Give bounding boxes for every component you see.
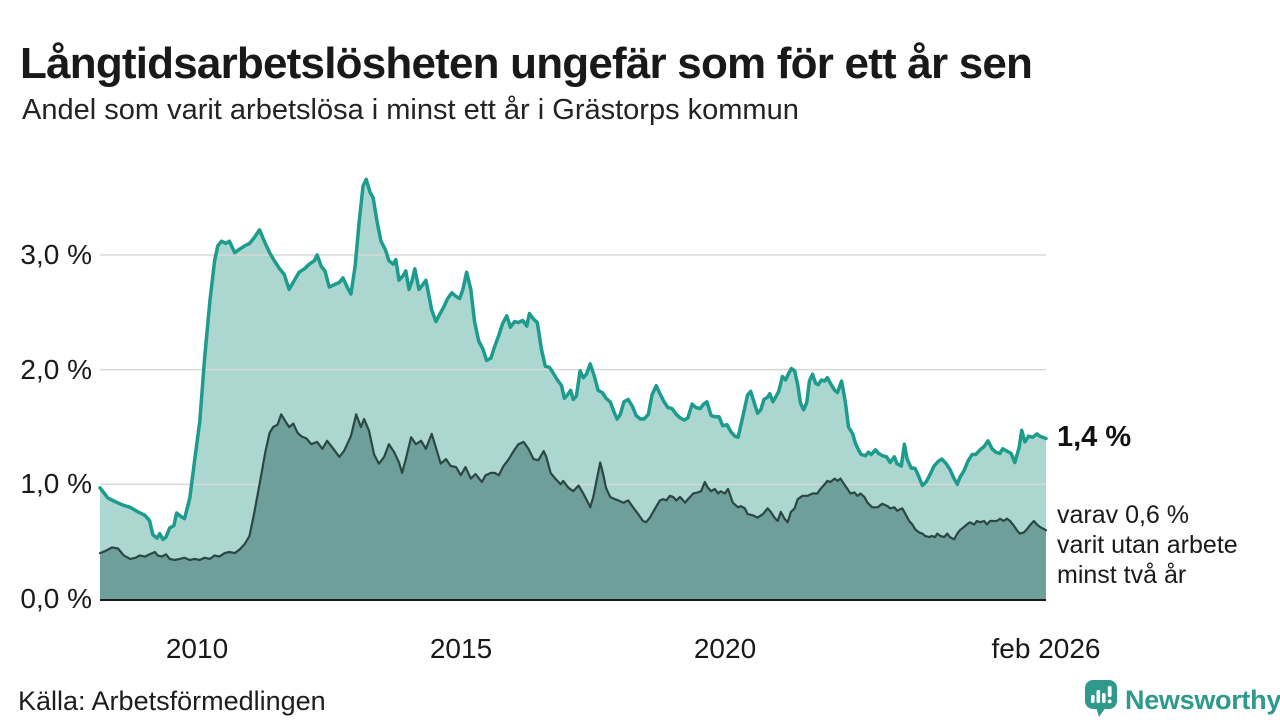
series-two-year-area [100, 414, 1046, 599]
x-axis-tick-label: 2010 [165, 633, 229, 664]
source-note: Källa: Arbetsförmedlingen [18, 686, 326, 716]
series-one-year-line [98, 177, 1048, 542]
y-axis-tick-label: 0,0 % [20, 583, 92, 614]
newsworthy-logo-icon [1084, 679, 1118, 720]
end-sub-line: minst två år [1057, 561, 1187, 589]
end-sub-annotation: varav 0,6 % varit utan arbete minst två … [1057, 500, 1238, 590]
page-title: Långtidsarbetslösheten ungefär som för e… [20, 39, 1033, 89]
x-axis-tick-label: feb 2026 [991, 633, 1101, 664]
brand-name: Newsworthy [1125, 685, 1280, 715]
x-axis-tick-label: 2015 [429, 633, 493, 664]
end-sub-line: varit utan arbete [1057, 531, 1238, 559]
x-axis-tick-label: 2020 [693, 633, 757, 664]
y-axis-tick-label: 3,0 % [20, 238, 92, 270]
end-value-label: 1,4 % [1057, 421, 1132, 453]
page-subtitle: Andel som varit arbetslösa i minst ett å… [22, 94, 799, 126]
gridlines [100, 254, 1046, 486]
series-two-year-line [98, 413, 1048, 562]
brand-logo: Newsworthy [1084, 679, 1280, 720]
end-sub-line: varav 0,6 % [1057, 501, 1190, 529]
y-axis-tick-label: 1,0 % [20, 468, 92, 500]
y-axis-tick-label: 2,0 % [20, 353, 92, 385]
